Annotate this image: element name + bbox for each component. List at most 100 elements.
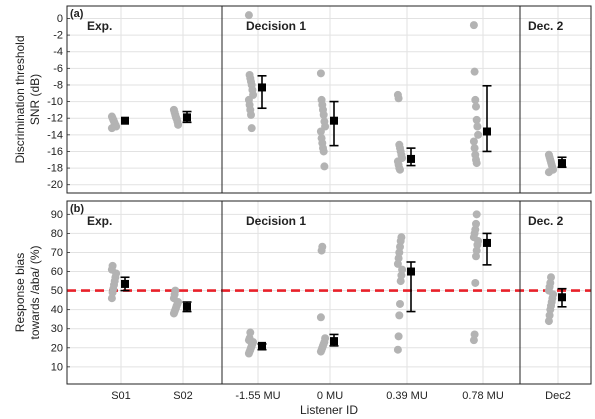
x-tick-label: S01 (111, 390, 131, 402)
x-tick-label: 0.78 MU (462, 390, 504, 402)
y-tick-label: -18 (47, 163, 63, 175)
mean-marker (558, 159, 566, 168)
y-tick-label: 80 (51, 228, 63, 240)
data-point (396, 165, 404, 174)
mean-marker (483, 127, 491, 136)
y-tick-label: 90 (51, 209, 63, 221)
data-point (547, 273, 555, 282)
data-point (319, 110, 328, 119)
x-tick-label: 0 MU (317, 390, 343, 402)
y-tick-label: 10 (51, 361, 63, 373)
data-point (107, 124, 116, 133)
x-tick-label: S02 (173, 390, 193, 402)
data-point (472, 159, 481, 168)
data-point (397, 233, 406, 242)
data-point (320, 162, 329, 171)
y-axis-label: Response biastowards /aba/ (%) (13, 245, 42, 339)
y-tick-label: -12 (47, 113, 63, 125)
data-point (396, 299, 404, 308)
data-point (470, 144, 479, 153)
data-point (474, 130, 483, 139)
y-tick-label: 20 (51, 342, 63, 354)
y-axis-label-line: towards /aba/ (%) (28, 245, 42, 339)
y-tick-label: -8 (53, 79, 63, 91)
data-point (472, 115, 481, 124)
data-point (316, 313, 325, 322)
data-point (470, 330, 479, 339)
mean-marker (258, 83, 266, 92)
y-tick-label: -16 (47, 146, 63, 158)
data-point (470, 67, 479, 76)
data-point (472, 219, 480, 228)
data-point (469, 21, 478, 30)
x-tick-label: 0.39 MU (386, 390, 428, 402)
panel-a: 0 -2 -4 -6 -8 -10 -12 -14 -16 -18 -20 (a)Exp. Decisi… (13, 5, 592, 194)
y-tick-label: -2 (53, 30, 63, 42)
data-point (171, 286, 180, 295)
x-axis-label: Listener ID (300, 403, 358, 417)
section-label: Decision 1 (246, 19, 306, 33)
data-point (472, 210, 481, 219)
y-tick-label: -20 (47, 179, 63, 191)
data-point (473, 122, 482, 131)
section-label: Exp. (87, 214, 112, 228)
data-point (471, 278, 480, 287)
section-label: Exp. (87, 19, 112, 33)
data-point (174, 120, 183, 129)
y-tick-label: 40 (51, 304, 63, 316)
data-point (394, 332, 403, 341)
x-tick-label: Dec2 (545, 390, 571, 402)
y-tick-label: 70 (51, 247, 63, 259)
data-point (319, 147, 328, 156)
y-tick-label: -6 (53, 63, 63, 75)
y-tick-label: -4 (53, 46, 63, 58)
section-label: Dec. 2 (528, 214, 564, 228)
mean-marker (330, 337, 338, 346)
mean-marker (258, 341, 266, 350)
y-tick-label: 30 (51, 323, 63, 335)
y-tick-label: -14 (47, 129, 63, 141)
mean-marker (483, 238, 491, 247)
data-point (318, 242, 327, 251)
section-label: Decision 1 (246, 214, 306, 228)
panel-frame (66, 5, 592, 194)
mean-marker (121, 116, 129, 125)
data-point (247, 124, 256, 133)
data-point (316, 127, 325, 136)
data-point (247, 110, 255, 119)
y-tick-label: 0 (57, 13, 63, 25)
y-axis-label-line: Response bias (13, 253, 27, 332)
data-point (244, 11, 253, 20)
section-label: Dec. 2 (528, 19, 564, 33)
data-point (393, 345, 402, 354)
y-tick-label: -10 (47, 96, 63, 108)
x-axis: S01 S02 -1.55 MU 0 MU 0.39 MU 0.78 MU Dec2 List… (111, 390, 571, 417)
data-point (398, 265, 407, 274)
panel-label: (a) (70, 8, 84, 20)
data-point (108, 261, 117, 270)
mean-marker (183, 113, 191, 122)
data-point (246, 328, 255, 337)
data-point (544, 168, 553, 177)
y-tick-label: 60 (51, 266, 63, 278)
mean-marker (121, 279, 129, 288)
data-point (472, 102, 480, 111)
data-point (394, 94, 403, 103)
data-point (471, 95, 480, 104)
data-point (469, 137, 478, 146)
data-point (316, 69, 325, 78)
mean-marker (330, 116, 338, 125)
data-point (321, 334, 330, 343)
panel-b: 10 20 30 40 50 60 70 80 90 (b)Exp. Decision 1 Dec. … (13, 200, 592, 385)
y-axis-label-line: SNR (dB) (28, 74, 42, 125)
mean-marker (558, 293, 566, 302)
data-point (395, 311, 404, 320)
mean-marker (407, 154, 415, 163)
y-tick-label: 50 (51, 285, 63, 297)
y-axis-label: Discrimination thresholdSNR (dB) (13, 35, 42, 163)
x-tick-label: -1.55 MU (235, 390, 280, 402)
mean-marker (407, 267, 415, 276)
y-axis-label-line: Discrimination threshold (13, 35, 27, 163)
panel-frame (66, 200, 592, 385)
